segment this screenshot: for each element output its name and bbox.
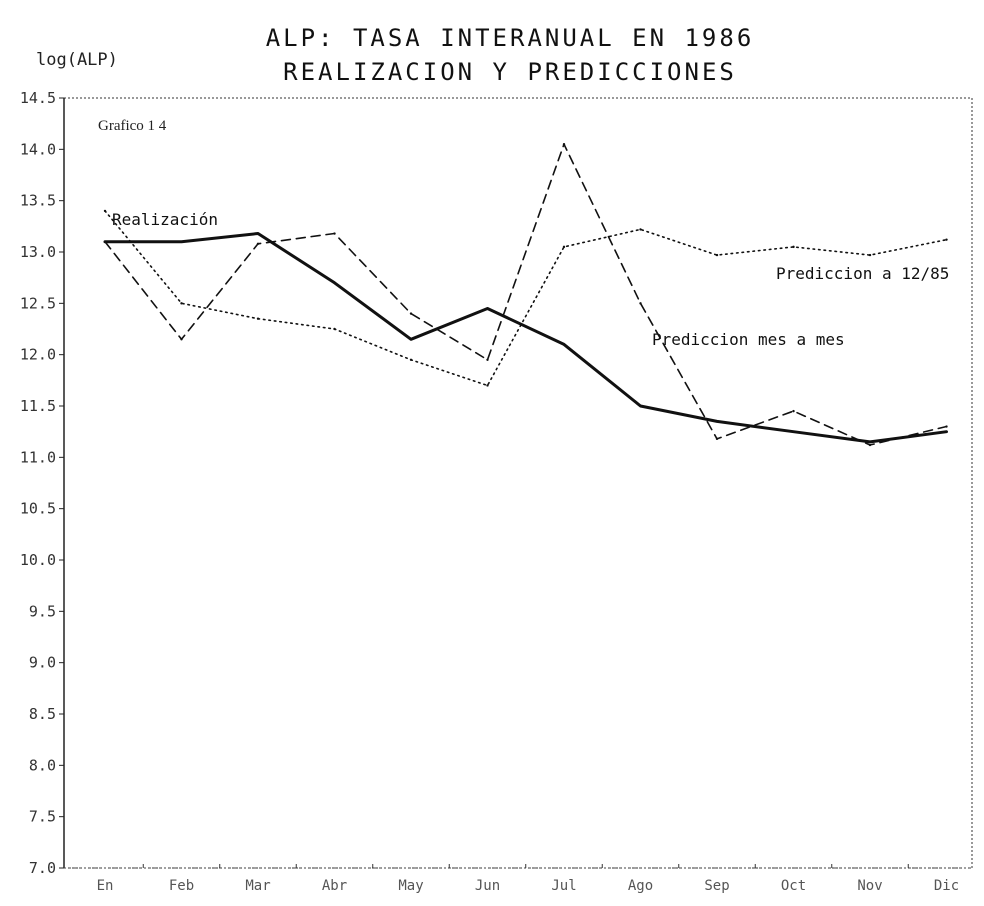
annotation-prediccion-mes-a-mes: Prediccion mes a mes xyxy=(652,330,845,349)
y-tick-label: 10.5 xyxy=(20,500,56,518)
y-tick-label: 8.5 xyxy=(29,705,56,723)
data-point-dashed xyxy=(562,143,566,146)
data-point-dotted xyxy=(180,302,183,305)
x-tick-label: Mar xyxy=(245,878,270,894)
data-point-solid xyxy=(715,420,719,423)
y-tick-label: 8.0 xyxy=(29,756,56,774)
annotation-realizacion: Realización xyxy=(112,210,218,229)
data-point-dotted xyxy=(868,253,872,257)
data-point-dashed xyxy=(180,338,183,341)
data-point-dashed xyxy=(792,409,795,413)
data-point-solid xyxy=(562,343,566,346)
y-tick-label: 7.5 xyxy=(29,808,56,826)
data-point-dashed xyxy=(333,232,336,235)
annotation-prediccion-12-85: Prediccion a 12/85 xyxy=(776,264,950,283)
data-point-dotted xyxy=(639,228,642,231)
data-point-dashed xyxy=(715,437,719,441)
y-tick-label: 13.5 xyxy=(20,192,56,210)
x-tick-label: Sep xyxy=(704,878,729,894)
chart-subtitle: REALIZACION Y PREDICCIONES xyxy=(283,58,737,86)
x-tick-label: Jul xyxy=(551,878,576,894)
x-tick-label: Dic xyxy=(934,878,959,894)
series-line-solid xyxy=(103,232,948,444)
x-tick-label: Nov xyxy=(857,878,882,894)
data-point-solid xyxy=(486,307,489,310)
data-point-dashed xyxy=(409,312,413,315)
data-point-solid xyxy=(409,338,413,341)
y-tick-label: 10.0 xyxy=(20,551,56,569)
data-point-dotted xyxy=(562,245,566,249)
y-tick-label: 7.0 xyxy=(29,859,56,877)
y-tick-label: 14.0 xyxy=(20,140,56,158)
data-point-dotted xyxy=(409,358,413,361)
x-tick-label: Oct xyxy=(781,878,806,894)
x-tick-label: En xyxy=(97,878,114,894)
data-point-dashed xyxy=(868,443,872,447)
series-line-dotted xyxy=(104,210,948,387)
data-point-dotted xyxy=(256,317,260,320)
x-tick-label: Ago xyxy=(628,878,653,894)
plot-border xyxy=(63,97,973,869)
data-point-dashed xyxy=(103,240,107,243)
y-tick-label: 12.5 xyxy=(20,294,56,312)
x-tick-label: Jun xyxy=(475,878,500,894)
y-tick-label: 9.0 xyxy=(29,654,56,672)
chart-title: ALP: TASA INTERANUAL EN 1986 xyxy=(265,24,755,52)
y-tick-label: 12.0 xyxy=(20,346,56,364)
y-tick-label: 11.5 xyxy=(20,397,56,415)
data-point-dotted xyxy=(715,253,719,257)
y-tick-label: 13.0 xyxy=(20,243,56,261)
x-tick-label: May xyxy=(398,878,423,894)
data-point-dotted xyxy=(103,209,107,213)
data-point-dashed xyxy=(945,425,948,428)
data-point-dashed xyxy=(486,358,489,361)
data-point-dotted xyxy=(486,384,489,387)
data-point-solid xyxy=(945,430,948,433)
data-point-dotted xyxy=(945,238,948,241)
x-tick-label: Abr xyxy=(322,878,347,894)
data-point-dashed xyxy=(639,302,642,305)
data-point-dashed xyxy=(256,242,260,245)
data-point-solid xyxy=(333,281,336,284)
data-point-solid xyxy=(792,430,795,433)
x-tick-label: Feb xyxy=(169,878,194,894)
data-point-dotted xyxy=(792,245,795,249)
y-tick-label: 14.5 xyxy=(20,89,56,107)
y-tick-label: 11.0 xyxy=(20,448,56,466)
data-point-solid xyxy=(639,404,642,408)
data-point-solid xyxy=(256,232,260,235)
panel-label: Grafico 1 4 xyxy=(98,118,167,134)
y-tick-label: 9.5 xyxy=(29,602,56,620)
y-axis-label: log(ALP) xyxy=(36,50,118,70)
data-point-solid xyxy=(180,240,183,243)
data-point-solid xyxy=(868,440,872,444)
series-line-dashed xyxy=(104,143,948,446)
data-point-dotted xyxy=(333,327,336,331)
